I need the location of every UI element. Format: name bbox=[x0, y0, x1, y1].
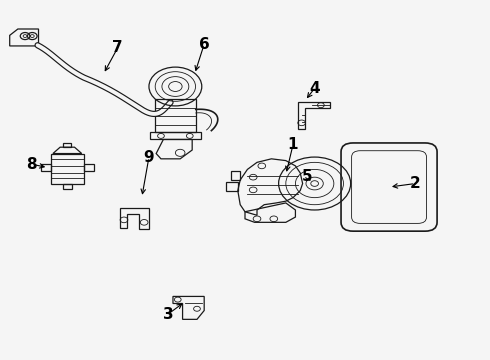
Text: 6: 6 bbox=[199, 37, 210, 52]
Text: 5: 5 bbox=[302, 169, 313, 184]
Text: 3: 3 bbox=[163, 307, 173, 321]
Text: 7: 7 bbox=[112, 40, 123, 55]
Text: 8: 8 bbox=[26, 157, 37, 172]
Text: 4: 4 bbox=[309, 81, 320, 96]
Text: 9: 9 bbox=[144, 149, 154, 165]
Text: 1: 1 bbox=[288, 137, 298, 152]
Text: 2: 2 bbox=[410, 176, 421, 191]
